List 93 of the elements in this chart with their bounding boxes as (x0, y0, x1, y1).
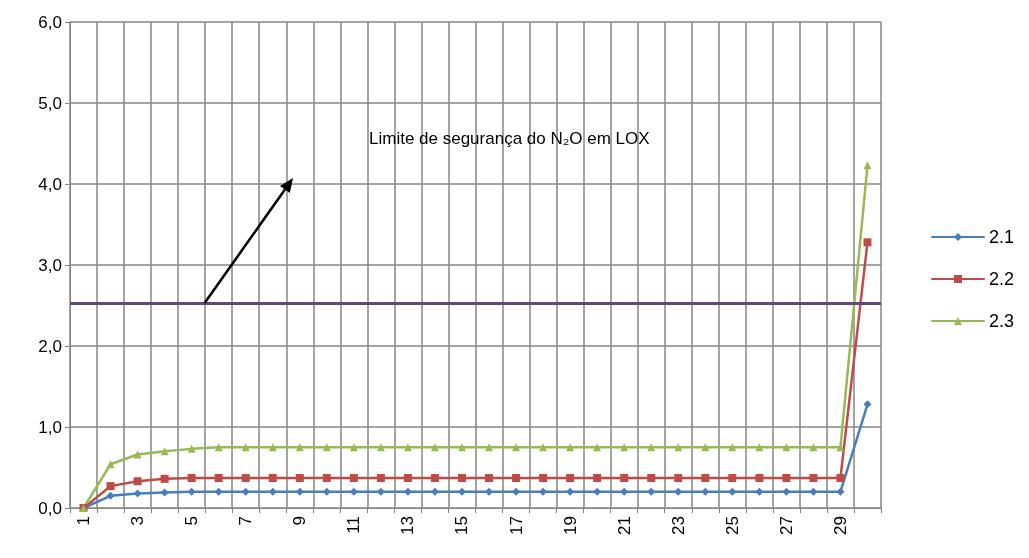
point (106, 460, 115, 469)
point (863, 161, 872, 170)
y-tick-label: 6,0 (38, 12, 62, 32)
y-tick-label: 3,0 (38, 255, 62, 275)
y-tick-label: 2,0 (38, 336, 62, 356)
x-tick-label: 19 (560, 516, 580, 535)
point (728, 487, 737, 496)
point (268, 474, 277, 483)
point (593, 474, 602, 483)
legend-label: 2.1 (988, 227, 1015, 247)
x-tick-label: 1 (74, 516, 94, 526)
point (566, 443, 575, 452)
point (106, 482, 115, 491)
point (295, 487, 304, 496)
point (809, 487, 818, 496)
point (376, 474, 385, 483)
point (539, 474, 548, 483)
x-tick-label: 17 (506, 516, 526, 535)
point (187, 444, 196, 453)
point (430, 443, 439, 452)
point (836, 443, 845, 452)
legend-label: 2.2 (988, 269, 1015, 289)
point (782, 443, 791, 452)
x-tick-label: 3 (128, 516, 148, 526)
point (485, 474, 494, 483)
y-tick-label: 4,0 (38, 174, 62, 194)
point (241, 487, 250, 496)
x-tick-label: 23 (668, 516, 688, 535)
point (755, 487, 764, 496)
point (593, 487, 602, 496)
point (485, 443, 494, 452)
point (241, 474, 250, 483)
x-tick-label: 11 (344, 516, 364, 534)
point (674, 474, 683, 483)
point (566, 487, 575, 496)
point (268, 487, 277, 496)
point (809, 474, 818, 483)
point (457, 474, 466, 483)
y-tick-label: 1,0 (38, 417, 62, 437)
y-tick-label: 5,0 (38, 93, 62, 113)
point (160, 474, 169, 483)
point (512, 443, 521, 452)
x-tick-label: 21 (614, 516, 634, 535)
annotation: Limite de segurança do N₂O em LOX (369, 129, 650, 148)
point (782, 474, 791, 483)
point (701, 474, 710, 483)
point (620, 487, 629, 496)
point (133, 450, 142, 459)
x-tick-label: 7 (236, 516, 256, 526)
point (674, 487, 683, 496)
point (647, 487, 656, 496)
point (187, 487, 196, 496)
point (322, 487, 331, 496)
point (430, 474, 439, 483)
point (728, 474, 737, 483)
point (809, 443, 818, 452)
point (566, 474, 575, 483)
point (620, 474, 629, 483)
x-tick-label: 27 (776, 516, 796, 535)
point (295, 474, 304, 483)
x-tick-label: 13 (398, 516, 418, 535)
point (214, 487, 223, 496)
point (512, 474, 521, 483)
point (349, 474, 358, 483)
x-tick-label: 5 (182, 516, 202, 526)
x-tick-label: 29 (830, 516, 850, 535)
point (133, 477, 142, 486)
point (782, 487, 791, 496)
point (863, 400, 872, 409)
point (106, 491, 115, 500)
point (376, 443, 385, 452)
point (214, 474, 223, 483)
point (457, 443, 466, 452)
point (836, 487, 845, 496)
x-tick-label: 15 (452, 516, 472, 535)
point (160, 488, 169, 497)
point (647, 474, 656, 483)
point (133, 489, 142, 498)
y-tick-label: 0,0 (38, 498, 62, 518)
point (349, 487, 358, 496)
point (376, 487, 385, 496)
x-tick-label: 9 (290, 516, 310, 526)
point (701, 487, 710, 496)
point (863, 238, 872, 247)
x-tick-label: 25 (722, 516, 742, 535)
legend-label: 2.3 (988, 311, 1015, 331)
point (403, 443, 412, 452)
point (403, 474, 412, 483)
point (836, 474, 845, 483)
point (322, 474, 331, 483)
point (755, 474, 764, 483)
point (539, 443, 548, 452)
point (187, 474, 196, 483)
